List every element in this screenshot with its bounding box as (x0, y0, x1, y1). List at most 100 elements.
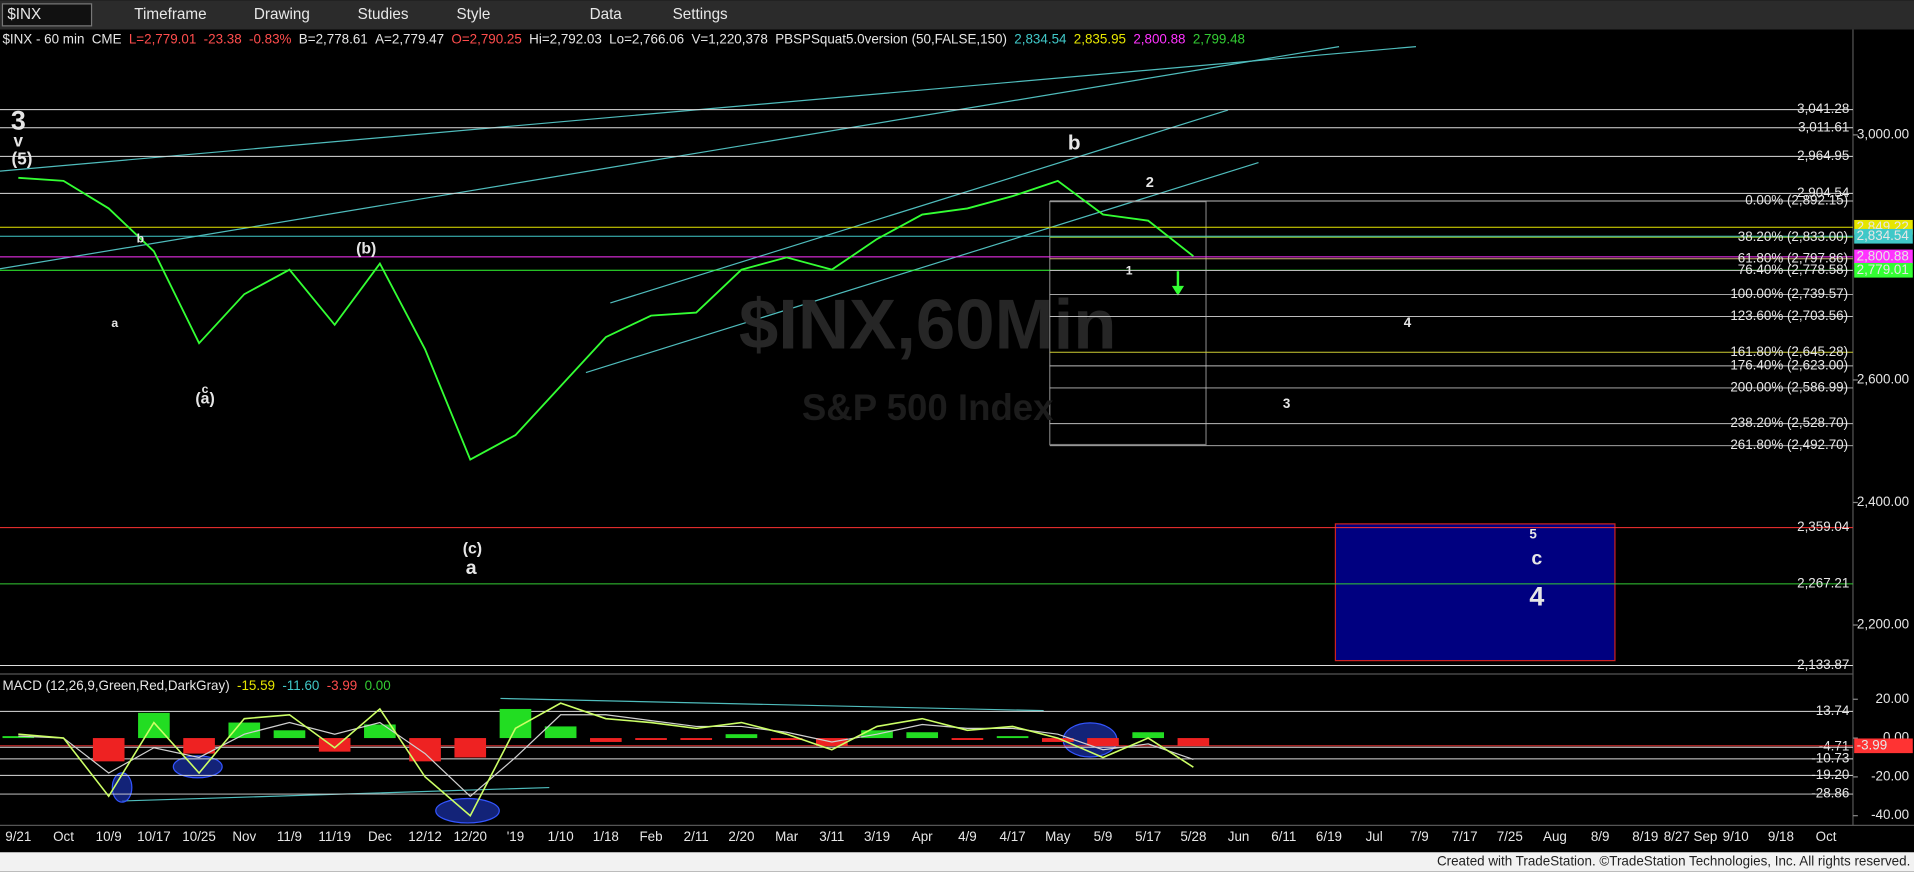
x-tick-label: Jun (1228, 829, 1250, 844)
trendline (0, 46, 1340, 270)
x-tick-label: 10/17 (137, 829, 171, 844)
x-tick-label: 2/20 (728, 829, 754, 844)
histogram-bar (273, 730, 306, 739)
trendline (500, 697, 1044, 712)
header-item: 2,835.95 (1074, 31, 1126, 46)
level-label: 2,800.88 (1857, 248, 1909, 263)
x-tick-label: 10/25 (182, 829, 216, 844)
level-label: 2,964.95 (1797, 148, 1849, 163)
x-tick-label: 5/17 (1135, 829, 1161, 844)
y-tick-label: 20.00 (1876, 691, 1910, 706)
trendlines (0, 46, 1417, 802)
x-tick-label: Mar (775, 829, 799, 844)
header-item: 2,834.54 (1014, 31, 1067, 46)
toolbar-item[interactable]: Style (457, 6, 491, 23)
x-tick-label: 12/12 (408, 829, 442, 844)
x-tick-label: 4/9 (958, 829, 977, 844)
histogram-bar (228, 722, 261, 739)
histogram-bar (951, 738, 984, 741)
x-tick-label: 8/9 (1591, 829, 1610, 844)
x-tick-label: 8/19 (1632, 829, 1658, 844)
toolbar-item[interactable]: Studies (358, 6, 409, 23)
symbol-box[interactable] (1, 3, 93, 27)
y-tick-label: -20.00 (1871, 768, 1909, 783)
header-item: -23.38 (204, 31, 242, 46)
x-tick-label: 6/19 (1316, 829, 1342, 844)
y-tick-label: 2,600.00 (1857, 372, 1909, 387)
toolbar-item[interactable]: Data (590, 6, 623, 23)
macd-readout: -15.59 (237, 678, 275, 693)
x-tick-label: 5/28 (1180, 829, 1206, 844)
y-tick-label: 2,400.00 (1857, 494, 1909, 509)
highlight (172, 755, 223, 779)
highlight (435, 797, 500, 824)
histogram-bar (2, 736, 35, 739)
x-tick-label: Nov (232, 829, 256, 844)
histogram-bar (544, 726, 577, 739)
down-arrow (1171, 271, 1185, 296)
footer: Created with TradeStation. ©TradeStation… (1437, 854, 1910, 869)
histogram-bar (1132, 732, 1165, 739)
trendline (585, 161, 1259, 374)
level-label: -28.86 (1811, 786, 1849, 801)
level-label: 123.60% (2,703.56) (1730, 308, 1848, 323)
level-label-bg (1854, 228, 1913, 244)
x-tick-label: 9/10 (1723, 829, 1749, 844)
wave-label: (c) (463, 541, 482, 558)
wave-label: 3 (11, 105, 26, 135)
histogram-bar (454, 738, 487, 758)
toolbar-item[interactable]: Settings (673, 6, 728, 23)
toolbar-item[interactable]: Drawing (254, 6, 310, 23)
macd-readout: -3.99 (327, 678, 358, 693)
fib-frame (1049, 201, 1207, 446)
wave-label: b (1068, 132, 1081, 155)
histogram-bar (680, 738, 713, 741)
histogram-bar (635, 738, 667, 741)
level-label: -19.20 (1811, 767, 1849, 782)
level-label-bg (1854, 249, 1913, 265)
toolbar (0, 0, 1914, 30)
level-label: 261.80% (2,492.70) (1730, 437, 1848, 452)
x-tick-label: 9/18 (1768, 829, 1794, 844)
histogram-bar (996, 736, 1029, 739)
histogram-bar (770, 738, 803, 741)
level-label: 2,133.87 (1797, 657, 1849, 672)
wave-label: 4 (1404, 315, 1412, 330)
y-tick-label: 2,200.00 (1857, 617, 1909, 632)
level-label: -10.73 (1811, 750, 1849, 765)
x-tick-label: May (1045, 829, 1071, 844)
level-label: 3,041.28 (1797, 101, 1849, 116)
x-tick-label: 10/9 (96, 829, 122, 844)
x-tick-label: 1/10 (548, 829, 574, 844)
watermark-subtitle: S&P 500 Index (802, 387, 1054, 428)
symbol[interactable]: $INX (7, 6, 41, 23)
x-tick-label: 7/9 (1410, 829, 1429, 844)
watermark-title: $INX,60Min (739, 286, 1117, 365)
level-label: 38.20% (2,833.00) (1738, 229, 1848, 244)
x-tick-label: 5/9 (1094, 829, 1113, 844)
header-item: PBSPSquat5.0version (50,FALSE,150) (775, 31, 1007, 46)
level-label-bg (1854, 738, 1913, 754)
x-tick-label: 3/19 (864, 829, 890, 844)
header-item: Hi=2,792.03 (529, 31, 602, 46)
header-item: CME (92, 31, 122, 46)
x-tick-label: Oct (53, 829, 74, 844)
toolbar-item[interactable]: Timeframe (134, 6, 206, 23)
wave-label: 1 (1126, 263, 1133, 277)
x-tick-label: 8/27 Sep (1664, 829, 1718, 844)
wave-label: (b) (356, 240, 376, 257)
wave-label: a (466, 557, 477, 579)
x-tick-label: 1/18 (593, 829, 619, 844)
x-tick-label: 2/11 (684, 829, 709, 844)
level-label: 2,834.54 (1857, 228, 1910, 243)
x-tick-label: Aug (1543, 829, 1567, 844)
level-label: 76.40% (2,778.58) (1738, 262, 1848, 277)
histogram-bar (590, 738, 622, 742)
wave-label: (5) (12, 150, 33, 169)
wave-label: v (14, 131, 24, 150)
header-item: V=1,220,378 (691, 31, 767, 46)
y-tick-label: -40.00 (1871, 807, 1909, 822)
histogram-bar (1087, 738, 1119, 746)
